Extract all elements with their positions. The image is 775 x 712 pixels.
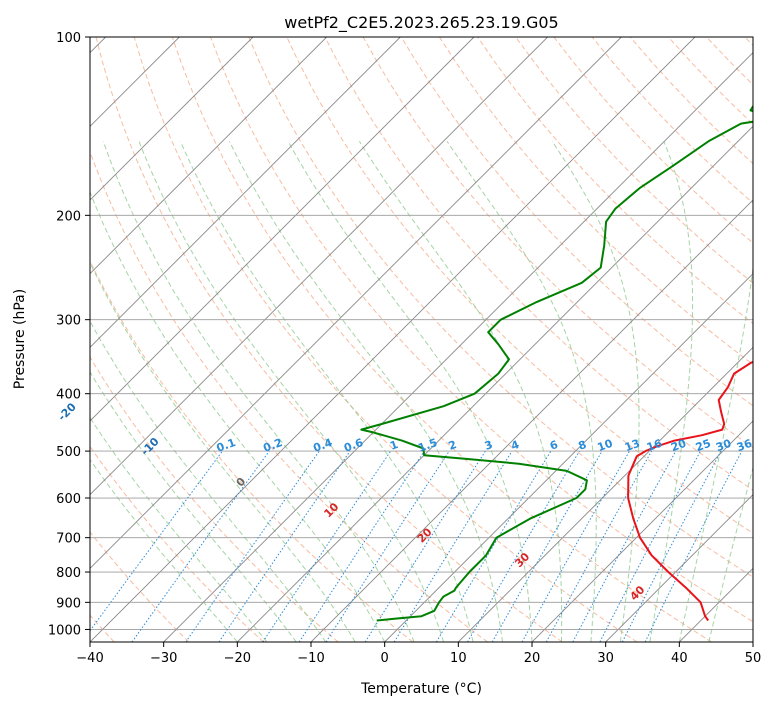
x-tick-label: −40 [76,651,103,666]
x-tick-label: 30 [597,651,614,666]
x-tick-label: 40 [671,651,688,666]
chart-title: wetPf2_C2E5.2023.265.23.19.G05 [284,13,558,33]
y-tick-label: 700 [56,532,81,547]
y-tick-label: 500 [56,445,81,460]
y-tick-label: 900 [56,596,81,611]
x-tick-label: 20 [524,651,541,666]
y-axis-label: Pressure (hPa) [12,289,28,389]
y-tick-label: 400 [56,388,81,403]
x-tick-label: 50 [745,651,762,666]
y-tick-label: 100 [56,31,81,46]
x-axis-label: Temperature (°C) [360,681,482,697]
x-tick-label: −10 [297,651,324,666]
y-tick-label: 1000 [48,623,81,638]
x-tick-label: 0 [381,651,389,666]
y-tick-label: 800 [56,566,81,581]
x-tick-label: −20 [224,651,251,666]
y-tick-label: 600 [56,492,81,507]
y-tick-label: 200 [56,209,81,224]
x-tick-label: 10 [450,651,467,666]
y-tick-label: 300 [56,314,81,329]
x-tick-label: −30 [150,651,177,666]
